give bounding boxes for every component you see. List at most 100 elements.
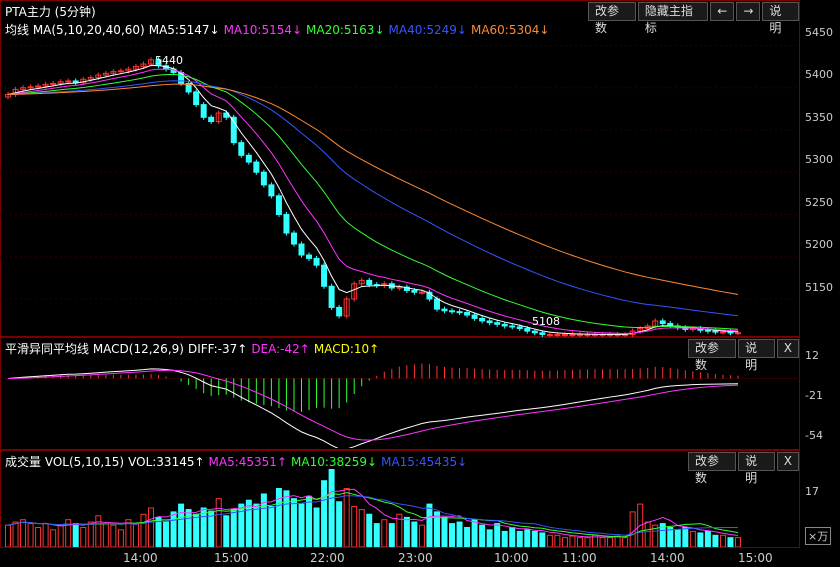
candle-body [531, 330, 538, 334]
volume-bar [719, 534, 726, 547]
volume-bar [494, 523, 501, 547]
candle-body [456, 311, 463, 314]
volume-axis: 17 ×万 [801, 450, 840, 548]
candle-body [117, 70, 124, 73]
candle-body [396, 286, 403, 289]
macd-tick: -21 [805, 389, 823, 402]
low-label: 5108 [532, 315, 560, 328]
volume-bar [20, 519, 27, 547]
volume-bar [697, 532, 704, 547]
ma-line [7, 80, 739, 317]
volume-ma-line [7, 492, 739, 538]
candle-body [569, 333, 576, 336]
candle-body [57, 81, 64, 84]
candle-body [185, 82, 192, 93]
arrow-right-icon[interactable]: → [736, 2, 761, 21]
candle-body [35, 85, 42, 88]
volume-bar [200, 507, 207, 547]
candle-body [358, 279, 365, 285]
arrow-left-icon[interactable]: ← [710, 2, 735, 21]
volume-bar [125, 519, 132, 547]
candle-body [524, 328, 531, 332]
volume-bar [464, 527, 471, 547]
dea-line [7, 369, 739, 441]
y-tick: 5250 [805, 196, 833, 209]
volume-bar [170, 511, 177, 547]
candle-body [283, 213, 290, 234]
macd-edit-params-button[interactable]: 改参数 [688, 339, 737, 372]
vol-help-button[interactable]: 说明 [738, 452, 775, 485]
macd-help-button[interactable]: 说明 [738, 339, 775, 372]
legend-item: MA60:5304↓ [470, 23, 550, 37]
candle-body [509, 325, 516, 328]
volume-ma-line [7, 495, 738, 536]
candle-body [351, 283, 358, 300]
y-tick: 5300 [805, 153, 833, 166]
candle-body [193, 91, 200, 106]
candle-body [328, 285, 335, 308]
vol-unit-label: ×万 [805, 527, 832, 545]
volume-bar [245, 499, 252, 547]
legend-item: MACD:10↑ [313, 342, 380, 356]
macd-panel: 平滑异同平均线 MACD(12,26,9) DIFF:-37↑ DEA:-42↑ MA… [0, 337, 800, 450]
volume-bar [95, 515, 102, 547]
macd-tick: -54 [805, 429, 823, 442]
y-tick: 5350 [805, 111, 833, 124]
candle-body [132, 66, 139, 70]
volume-bar [516, 530, 523, 547]
volume-bar [637, 503, 644, 547]
volume-bar [426, 503, 433, 547]
candle-body [313, 257, 320, 266]
candle-body [20, 87, 27, 90]
candle-body [336, 306, 343, 317]
volume-bar [147, 507, 154, 547]
volume-bar [313, 507, 320, 547]
candle-body [539, 332, 546, 335]
candle-body [215, 112, 222, 123]
macd-toolbar: 改参数 说明 X [688, 339, 799, 372]
candle-body [110, 71, 117, 74]
volume-bar [561, 537, 568, 547]
ma-legend: 均线 MA(5,10,20,40,60) MA5:5147↓ MA10:5154↓ M… [5, 21, 553, 38]
volume-bar [343, 488, 350, 547]
volume-bar [351, 505, 358, 547]
candle-body [735, 332, 741, 335]
edit-params-button[interactable]: 改参数 [588, 2, 636, 35]
volume-bar [50, 529, 57, 547]
candle-body [546, 333, 553, 336]
candle-body [441, 308, 448, 312]
help-button[interactable]: 说明 [762, 2, 799, 35]
candle-body [418, 291, 425, 294]
volume-bar [411, 521, 418, 547]
hide-main-indicator-button[interactable]: 隐藏主指标 [637, 2, 709, 35]
volume-bar [689, 530, 696, 547]
candle-body [343, 298, 350, 317]
legend-item: DEA:-42↑ [251, 342, 310, 356]
macd-close-icon[interactable]: X [776, 339, 799, 358]
volume-bar [629, 511, 636, 547]
candle-body [65, 80, 72, 83]
volume-bar [652, 524, 659, 547]
volume-bar [260, 493, 267, 547]
candle-body [486, 320, 493, 324]
volume-bar [388, 523, 395, 547]
volume-bar [298, 503, 305, 547]
volume-bar [712, 534, 719, 547]
volume-bar [479, 524, 486, 547]
legend-item: VOL:33145↑ [128, 455, 205, 469]
macd-plot [0, 363, 800, 448]
candle-body [27, 86, 34, 89]
candle-body [501, 323, 508, 327]
volume-bar [102, 523, 109, 547]
candle-body [712, 330, 719, 333]
vol-edit-params-button[interactable]: 改参数 [688, 452, 737, 485]
legend-item: 成交量 VOL(5,10,15) [5, 455, 125, 469]
x-tick: 23:00 [398, 551, 433, 565]
candle-body [253, 161, 260, 173]
volume-bar [449, 523, 456, 547]
candle-body [275, 195, 282, 215]
x-tick: 22:00 [310, 551, 345, 565]
vol-close-icon[interactable]: X [776, 452, 799, 471]
candle-body [102, 72, 109, 76]
main-chart-panel: PTA主力 (5分钟) 均线 MA(5,10,20,40,60) MA5:5147… [0, 0, 800, 337]
